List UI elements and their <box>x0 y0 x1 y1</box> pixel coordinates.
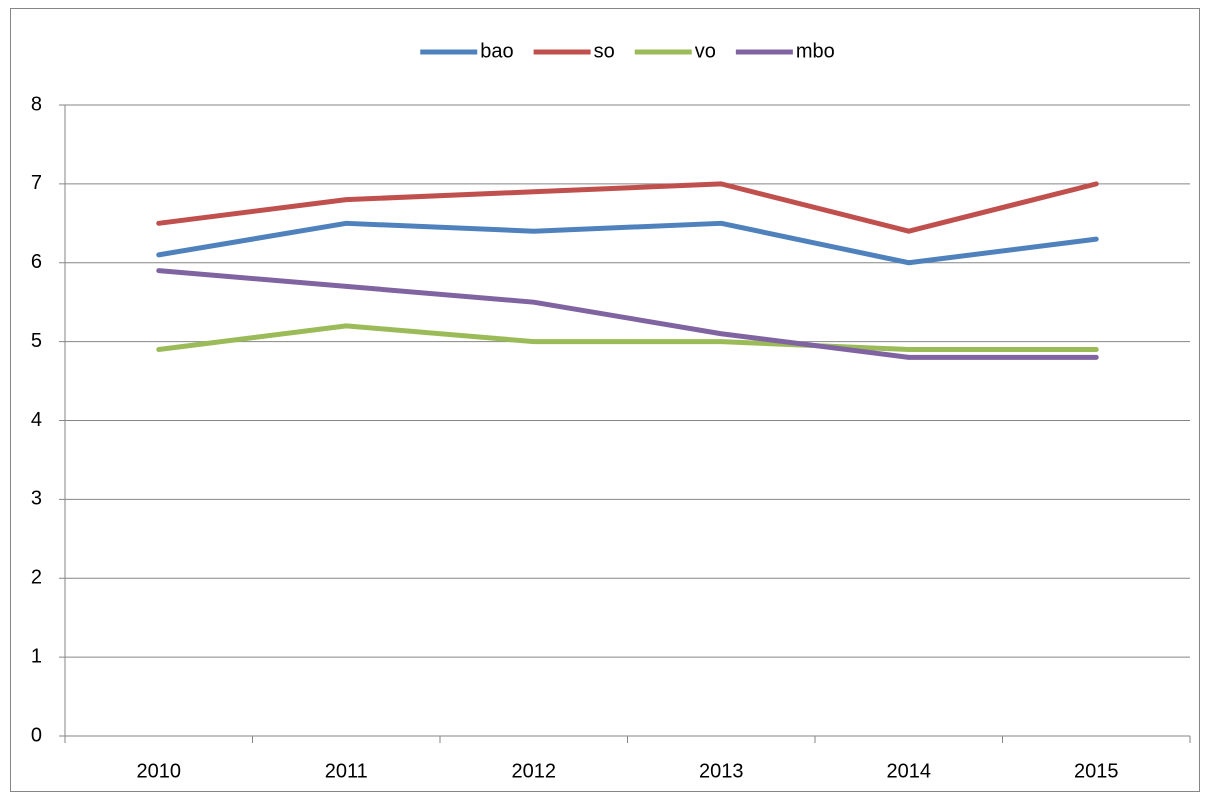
x-tick-label: 2013 <box>699 760 744 782</box>
x-tick-label: 2014 <box>887 760 932 782</box>
y-tick-label: 7 <box>31 172 42 194</box>
series-line <box>156 323 1099 353</box>
x-tick-label: 2011 <box>325 760 368 782</box>
series-line <box>156 220 1099 266</box>
y-tick-label: 6 <box>31 251 42 273</box>
legend-label: bao <box>480 40 513 62</box>
series-line <box>156 181 1099 234</box>
y-tick-label: 5 <box>31 330 42 352</box>
y-tick-label: 8 <box>31 93 42 115</box>
y-tick-label: 1 <box>31 645 42 667</box>
series-line <box>156 268 1099 360</box>
x-tick-label: 2010 <box>137 760 182 782</box>
x-tick-label: 2012 <box>512 760 557 782</box>
legend-label: vo <box>695 40 716 62</box>
y-tick-label: 0 <box>31 724 42 746</box>
chart-border <box>10 8 1200 792</box>
y-tick-label: 2 <box>31 567 42 589</box>
y-tick-label: 3 <box>31 488 42 510</box>
y-tick-label: 4 <box>31 409 42 431</box>
legend-label: so <box>594 40 615 62</box>
x-tick-label: 2015 <box>1074 760 1119 782</box>
legend-label: mbo <box>796 40 835 62</box>
